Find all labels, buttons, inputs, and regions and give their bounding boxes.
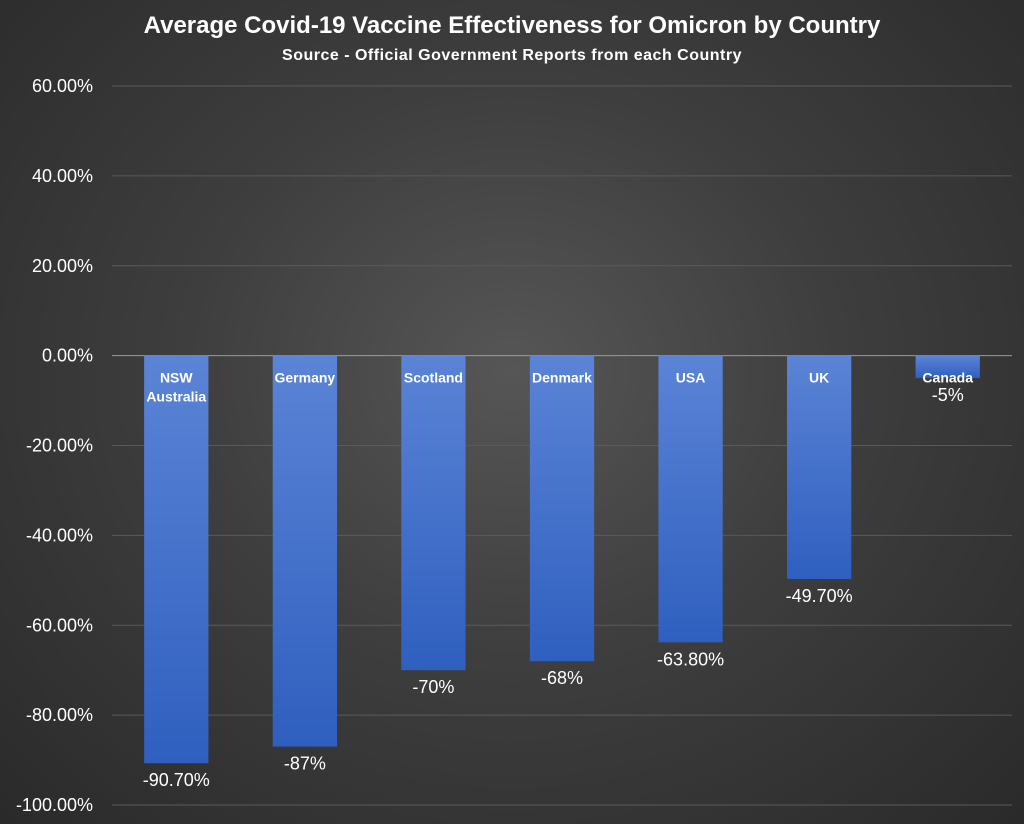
category-label: Australia xyxy=(146,389,206,405)
data-label: -63.80% xyxy=(657,649,724,669)
y-tick-label: 40.00% xyxy=(32,166,93,186)
bar xyxy=(787,355,852,579)
bar xyxy=(272,355,337,747)
data-label: -87% xyxy=(284,754,326,774)
y-axis-tick-labels: 60.00% 40.00% 20.00% 0.00% -20.00% -40.00% -60… xyxy=(16,76,93,815)
y-tick-label: 60.00% xyxy=(32,76,93,96)
category-label: NSW xyxy=(160,370,193,386)
data-label: -49.70% xyxy=(786,586,853,606)
bar xyxy=(529,355,595,662)
category-label: USA xyxy=(676,370,706,386)
y-tick-label: 0.00% xyxy=(42,346,93,366)
bar xyxy=(401,355,466,671)
bar xyxy=(144,355,209,764)
chart-subtitle: Source - Official Government Reports fro… xyxy=(282,47,742,64)
category-label: UK xyxy=(809,370,829,386)
y-tick-label: -20.00% xyxy=(26,436,93,456)
bar xyxy=(658,355,723,643)
category-label: Germany xyxy=(275,370,336,386)
data-labels: -90.70% -87% -70% -68% -63.80% -49.70% -5% xyxy=(143,385,964,790)
category-labels: NSW Australia Germany Scotland Denmark USA UK C… xyxy=(146,370,973,405)
data-label: -70% xyxy=(412,677,454,697)
y-tick-label: 20.00% xyxy=(32,256,93,276)
y-tick-label: -80.00% xyxy=(26,705,93,725)
bars xyxy=(144,355,980,764)
category-label: Scotland xyxy=(404,370,463,386)
y-tick-label: -100.00% xyxy=(16,795,93,815)
y-tick-label: -60.00% xyxy=(26,615,93,635)
bar xyxy=(915,355,980,379)
y-tick-label: -40.00% xyxy=(26,525,93,545)
chart-title: Average Covid-19 Vaccine Effectiveness f… xyxy=(144,12,881,39)
data-label: -68% xyxy=(541,668,583,688)
category-label: Canada xyxy=(922,370,973,386)
data-label: -90.70% xyxy=(143,770,210,790)
category-label: Denmark xyxy=(532,370,592,386)
data-label: -5% xyxy=(932,385,964,405)
